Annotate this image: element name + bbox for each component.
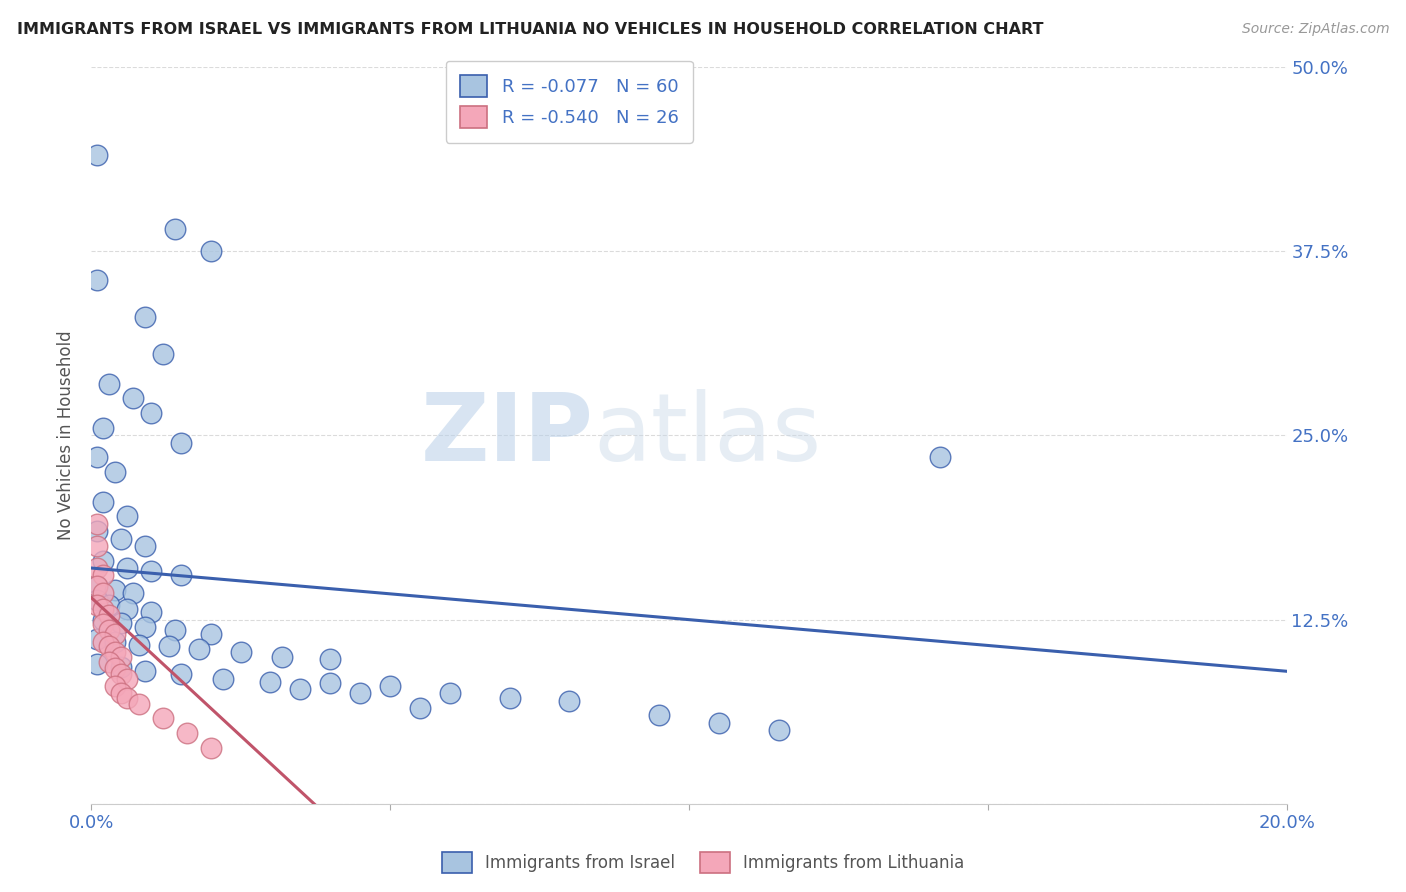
Point xyxy=(176,726,198,740)
Point xyxy=(110,615,132,630)
Point xyxy=(229,645,252,659)
Point xyxy=(163,222,186,236)
Y-axis label: No Vehicles in Household: No Vehicles in Household xyxy=(58,330,75,540)
Point xyxy=(115,602,138,616)
Point xyxy=(104,627,127,641)
Point xyxy=(128,697,150,711)
Point xyxy=(86,524,108,538)
Point xyxy=(86,273,108,287)
Point xyxy=(86,148,108,162)
Point xyxy=(104,645,127,659)
Point xyxy=(271,649,294,664)
Point xyxy=(170,667,193,681)
Point xyxy=(98,598,121,612)
Point xyxy=(110,649,132,664)
Point xyxy=(91,568,114,582)
Point xyxy=(104,661,127,675)
Point xyxy=(86,598,108,612)
Text: IMMIGRANTS FROM ISRAEL VS IMMIGRANTS FROM LITHUANIA NO VEHICLES IN HOUSEHOLD COR: IMMIGRANTS FROM ISRAEL VS IMMIGRANTS FRO… xyxy=(17,22,1043,37)
Point xyxy=(98,656,121,670)
Point xyxy=(91,617,114,632)
Point xyxy=(378,679,401,693)
Point xyxy=(86,657,108,671)
Point xyxy=(170,435,193,450)
Point xyxy=(86,450,108,465)
Point xyxy=(128,638,150,652)
Point xyxy=(768,723,790,738)
Point xyxy=(91,554,114,568)
Legend: R = -0.077   N = 60, R = -0.540   N = 26: R = -0.077 N = 60, R = -0.540 N = 26 xyxy=(446,61,693,143)
Legend: Immigrants from Israel, Immigrants from Lithuania: Immigrants from Israel, Immigrants from … xyxy=(434,846,972,880)
Point xyxy=(115,509,138,524)
Point xyxy=(498,690,520,705)
Point xyxy=(290,681,312,696)
Point xyxy=(157,639,180,653)
Point xyxy=(91,586,114,600)
Point xyxy=(91,613,114,627)
Point xyxy=(134,665,156,679)
Point xyxy=(104,465,127,479)
Point xyxy=(200,741,222,756)
Point xyxy=(110,686,132,700)
Text: atlas: atlas xyxy=(593,389,821,482)
Point xyxy=(139,605,162,619)
Point xyxy=(134,539,156,553)
Point xyxy=(104,583,127,598)
Point xyxy=(187,642,209,657)
Point xyxy=(86,632,108,646)
Point xyxy=(86,539,108,553)
Point xyxy=(152,347,174,361)
Point xyxy=(115,672,138,686)
Point xyxy=(115,690,138,705)
Point xyxy=(91,421,114,435)
Text: Source: ZipAtlas.com: Source: ZipAtlas.com xyxy=(1241,22,1389,37)
Point xyxy=(86,579,108,593)
Point xyxy=(200,244,222,258)
Point xyxy=(152,711,174,725)
Point xyxy=(98,639,121,653)
Point xyxy=(409,701,432,715)
Point xyxy=(170,568,193,582)
Point xyxy=(319,652,342,666)
Text: ZIP: ZIP xyxy=(420,389,593,482)
Point xyxy=(139,564,162,578)
Point xyxy=(134,310,156,325)
Point xyxy=(86,516,108,531)
Point xyxy=(259,674,281,689)
Point xyxy=(98,376,121,391)
Point xyxy=(98,608,121,623)
Point xyxy=(86,593,108,607)
Point xyxy=(91,494,114,508)
Point xyxy=(104,679,127,693)
Point xyxy=(648,708,671,723)
Point xyxy=(110,660,132,674)
Point xyxy=(558,694,581,708)
Point xyxy=(439,686,461,700)
Point xyxy=(134,620,156,634)
Point xyxy=(163,623,186,637)
Point xyxy=(110,532,132,546)
Point xyxy=(319,676,342,690)
Point xyxy=(110,667,132,681)
Point xyxy=(104,634,127,648)
Point xyxy=(91,634,114,648)
Point xyxy=(122,586,145,600)
Point xyxy=(98,623,121,637)
Point xyxy=(211,672,233,686)
Point xyxy=(139,406,162,420)
Point xyxy=(86,579,108,593)
Point xyxy=(122,392,145,406)
Point xyxy=(928,450,950,465)
Point xyxy=(349,686,371,700)
Point xyxy=(200,627,222,641)
Point xyxy=(91,602,114,616)
Point xyxy=(115,561,138,575)
Point xyxy=(86,561,108,575)
Point xyxy=(707,715,730,730)
